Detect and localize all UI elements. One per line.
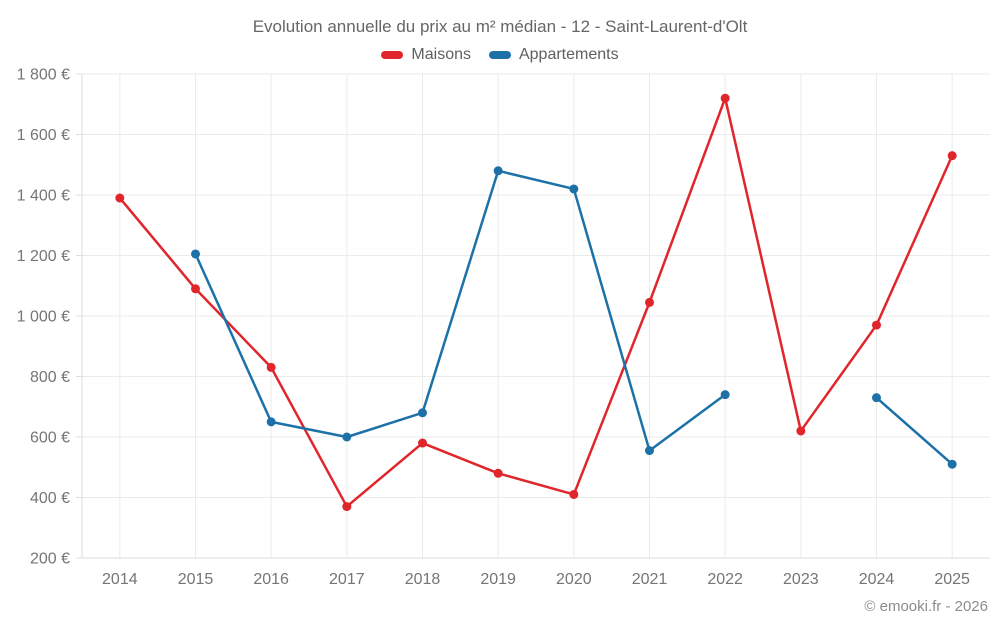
- appartements-point-2020[interactable]: [569, 184, 579, 194]
- y-axis-label: 600 €: [30, 430, 70, 447]
- maisons-point-2017[interactable]: [342, 502, 352, 512]
- appartements-point-2017[interactable]: [342, 432, 352, 442]
- maisons-point-2021[interactable]: [645, 297, 654, 307]
- maisons-point-2025[interactable]: [947, 151, 957, 161]
- chart-title: Evolution annuelle du prix au m² médian …: [252, 17, 748, 36]
- y-axis-label: 800 €: [30, 369, 70, 386]
- appartements-swatch-icon: [488, 51, 511, 59]
- y-axis-label: 1 000 €: [17, 309, 70, 326]
- y-axis-label: 1 800 €: [17, 67, 70, 84]
- appartements-point-2021[interactable]: [645, 446, 654, 456]
- legend-item-maisons[interactable]: Maisons: [381, 46, 471, 64]
- x-axis-label: 2017: [329, 571, 365, 588]
- maisons-point-2015[interactable]: [191, 284, 200, 294]
- appartements-point-2016[interactable]: [266, 417, 276, 427]
- appartements-line: [194, 169, 727, 452]
- chart-legend: Maisons Appartements: [0, 46, 1000, 64]
- legend-label-appartements: Appartements: [518, 46, 619, 63]
- appartements-point-2025[interactable]: [947, 459, 957, 469]
- maisons-point-2018[interactable]: [418, 438, 427, 448]
- y-axis-label: 1 600 €: [17, 127, 70, 144]
- maisons-point-2020[interactable]: [569, 489, 579, 499]
- maisons-point-2023[interactable]: [796, 426, 806, 436]
- maisons-point-2016[interactable]: [266, 362, 276, 372]
- appartements-line: [875, 396, 954, 466]
- x-axis-label: 2016: [253, 571, 289, 588]
- x-axis-label: 2019: [480, 571, 516, 588]
- y-axis-label: 1 400 €: [17, 188, 70, 205]
- x-axis-label: 2018: [405, 571, 441, 588]
- maisons-point-2014[interactable]: [115, 193, 125, 203]
- appartements-point-2019[interactable]: [493, 166, 503, 176]
- y-axis-label: 200 €: [30, 551, 70, 568]
- appartements-point-2024[interactable]: [872, 393, 881, 403]
- appartements-point-2015[interactable]: [191, 249, 200, 259]
- x-axis-label: 2023: [783, 571, 819, 588]
- x-axis-label: 2025: [934, 571, 970, 588]
- x-axis-label: 2021: [632, 571, 668, 588]
- legend-label-maisons: Maisons: [411, 46, 471, 63]
- appartements-point-2018[interactable]: [418, 408, 427, 418]
- x-axis-label: 2015: [178, 571, 214, 588]
- maisons-point-2022[interactable]: [720, 93, 730, 103]
- y-axis-label: 1 200 €: [17, 248, 70, 265]
- x-axis-label: 2024: [859, 571, 895, 588]
- maisons-swatch-icon: [381, 51, 404, 59]
- y-axis-label: 400 €: [30, 490, 70, 507]
- maisons-point-2019[interactable]: [493, 468, 503, 478]
- maisons-point-2024[interactable]: [872, 320, 881, 330]
- x-axis-label: 2020: [556, 571, 592, 588]
- watermark: © emooki.fr - 2026: [864, 598, 988, 615]
- appartements-point-2022[interactable]: [720, 390, 730, 400]
- x-axis-label: 2022: [707, 571, 743, 588]
- x-axis-label: 2014: [102, 571, 138, 588]
- legend-item-appartements[interactable]: Appartements: [488, 46, 619, 64]
- maisons-line: [118, 96, 954, 508]
